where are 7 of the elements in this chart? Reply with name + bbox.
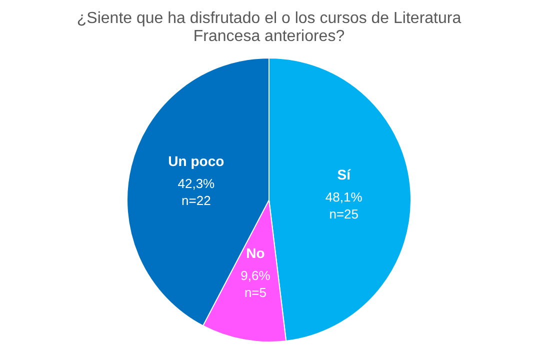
slice-label: Sí: [337, 166, 352, 182]
slice-label: Un poco: [168, 153, 224, 170]
chart-title: ¿Siente que ha disfrutado el o los cursos de Literatura Francesa anteriores?: [76, 10, 462, 45]
data-label: 42,3% n=22: [178, 176, 216, 208]
slice-label: No: [246, 244, 265, 261]
data-label: 9,6% n=5: [240, 268, 271, 300]
data-label: 48,1% n=25: [325, 189, 363, 222]
